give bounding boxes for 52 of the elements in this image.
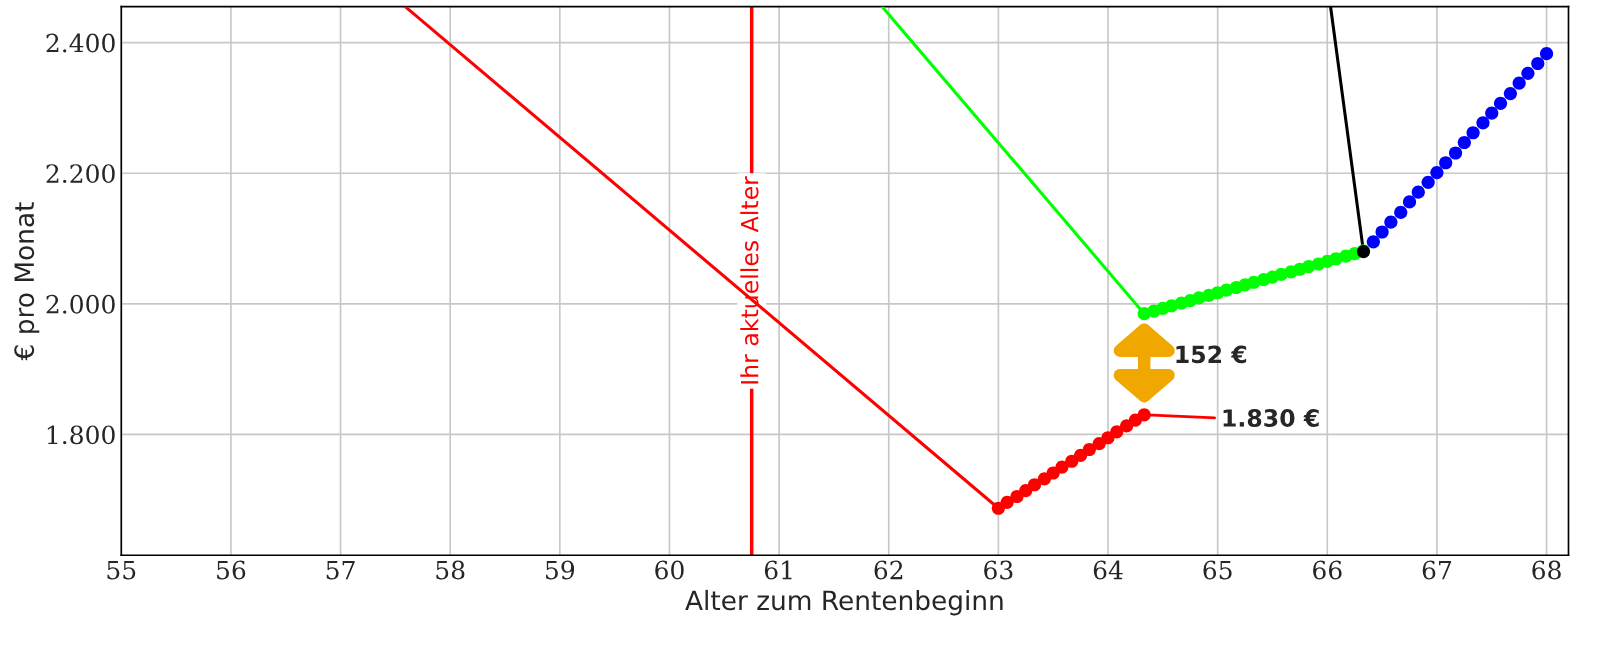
- point: [1493, 96, 1508, 110]
- x-tick-label: 68: [1532, 560, 1561, 580]
- point: [1430, 165, 1444, 180]
- point: [1476, 116, 1490, 130]
- x-tick-label: 65: [1203, 560, 1232, 580]
- point: [1074, 448, 1088, 462]
- x-tick-label: 59: [546, 560, 575, 580]
- point: [1366, 235, 1380, 249]
- x-tick-label: 57: [326, 560, 355, 580]
- point: [1027, 478, 1042, 492]
- annotation: 1.830 €: [1223, 409, 1319, 427]
- point: [1457, 135, 1471, 150]
- point: [1375, 225, 1389, 239]
- y-tick-label: 2.400: [46, 33, 115, 53]
- point: [1137, 408, 1151, 422]
- point: [1082, 442, 1096, 457]
- point: [1402, 195, 1417, 209]
- point: [1531, 56, 1545, 71]
- x-tick-label: 55: [107, 560, 136, 580]
- x-tick-label: 58: [436, 560, 465, 580]
- x-tick-label: 64: [1093, 560, 1123, 580]
- point: [1110, 425, 1124, 439]
- y-tick-label: 1.800: [47, 425, 115, 445]
- point: [1421, 175, 1435, 189]
- point: [1439, 156, 1453, 170]
- point: [1539, 47, 1554, 61]
- y-tick-label: 2.200: [46, 164, 115, 184]
- point: [1521, 66, 1535, 80]
- point: [1411, 185, 1425, 199]
- point: [1503, 86, 1517, 101]
- x-axis-title: Alter zum Rentenbeginn: [685, 589, 1003, 616]
- point: [1019, 484, 1033, 498]
- point: [1466, 126, 1480, 140]
- y-tick-label: 2.000: [46, 294, 115, 314]
- y-axis-title: € pro Monat: [14, 202, 40, 361]
- point: [1448, 146, 1463, 160]
- point: [1394, 205, 1408, 219]
- ref-line-label: Ihr aktuelles Alter: [740, 176, 759, 384]
- point: [1512, 76, 1526, 90]
- x-tick-label: 56: [217, 560, 246, 580]
- point: [1055, 460, 1069, 474]
- x-tick-label: 60: [655, 560, 684, 580]
- x-tick-label: 66: [1313, 560, 1342, 580]
- point: [1485, 106, 1499, 120]
- x-tick-label: 62: [874, 560, 903, 580]
- x-tick-label: 63: [984, 560, 1013, 580]
- x-tick-label: 67: [1422, 560, 1452, 580]
- x-tick-label: 61: [764, 560, 792, 580]
- annotation: 152 €: [1176, 345, 1247, 364]
- point: [1000, 495, 1014, 509]
- point: [1092, 437, 1106, 451]
- point: [1384, 215, 1398, 229]
